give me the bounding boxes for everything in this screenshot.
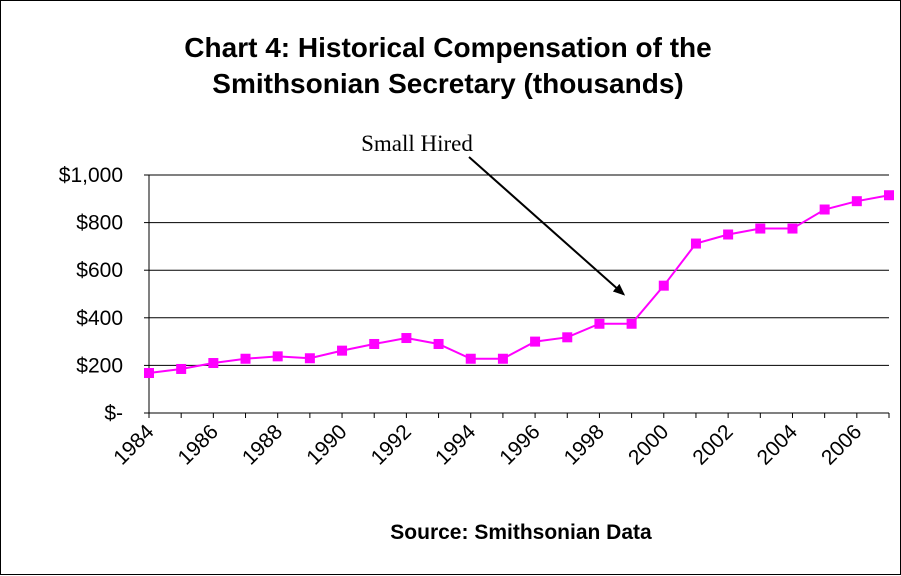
x-tick-label-3: 1990 <box>302 420 351 469</box>
x-tick-label-2: 1988 <box>238 420 287 469</box>
annotation-arrow <box>468 156 626 296</box>
x-tick-label-10: 2004 <box>753 420 803 470</box>
data-point-1996 <box>530 336 541 347</box>
data-point-1999 <box>626 318 637 329</box>
x-tick-label-1: 1986 <box>174 420 223 469</box>
y-tick-label-3: $600 <box>76 259 123 282</box>
series-line-0 <box>148 194 890 375</box>
data-point-2000 <box>658 280 669 291</box>
x-tick-label-5: 1994 <box>431 420 481 470</box>
x-axis-label: Source: Smithsonian Data <box>390 521 652 544</box>
data-point-1997 <box>562 332 573 343</box>
y-tick-label-4: $800 <box>76 212 123 235</box>
data-point-1992 <box>401 333 412 344</box>
data-point-1987 <box>240 353 251 364</box>
data-point-2002 <box>723 229 734 240</box>
data-point-2005 <box>819 204 830 215</box>
annotation: Small Hired <box>361 131 626 296</box>
data-point-1985 <box>176 363 187 374</box>
data-point-2006 <box>851 196 862 207</box>
x-tick-label-6: 1996 <box>495 420 544 469</box>
data-point-1989 <box>304 353 315 364</box>
x-tick-label-4: 1992 <box>367 420 416 469</box>
data-point-1991 <box>369 338 380 349</box>
annotation-label: Small Hired <box>361 131 473 156</box>
data-point-1990 <box>337 345 348 356</box>
chart-title-line-1: Chart 4: Historical Compensation of the <box>184 32 711 63</box>
data-point-2007 <box>884 190 894 201</box>
data-point-2003 <box>755 223 766 234</box>
x-tick-label-8: 2000 <box>624 420 673 469</box>
y-tick-label-0: $- <box>104 402 123 425</box>
data-point-2001 <box>690 238 701 249</box>
y-tick-label-2: $400 <box>76 307 123 330</box>
y-tick-label-1: $200 <box>76 354 123 377</box>
y-tick-label-5: $1,000 <box>59 164 123 187</box>
x-tick-labels: 1984 1986 1988 1990 1992 1994 1996 1998 2000 2002… <box>109 420 866 470</box>
data-point-1988 <box>272 351 283 362</box>
data-point-1998 <box>594 318 605 329</box>
chart-title-line-2: Smithsonian Secretary (thousands) <box>212 68 683 99</box>
data-point-1994 <box>465 353 476 364</box>
x-tick-label-0: 1984 <box>109 420 159 470</box>
data-point-1984 <box>144 368 154 379</box>
x-tick-label-7: 1998 <box>560 420 609 469</box>
x-tick-label-11: 2006 <box>817 420 866 469</box>
y-tick-labels: $- $200 $400 $600 $800 $1,000 <box>59 164 123 425</box>
chart-title: Chart 4: Historical Compensation of the S… <box>184 32 711 99</box>
axes <box>144 174 890 418</box>
gridlines <box>149 174 889 366</box>
data-point-1995 <box>497 353 508 364</box>
data-point-1986 <box>208 358 219 369</box>
data-point-1993 <box>433 338 444 349</box>
data-series <box>144 190 894 379</box>
x-tick-label-9: 2002 <box>688 420 737 469</box>
data-point-2004 <box>787 223 798 234</box>
